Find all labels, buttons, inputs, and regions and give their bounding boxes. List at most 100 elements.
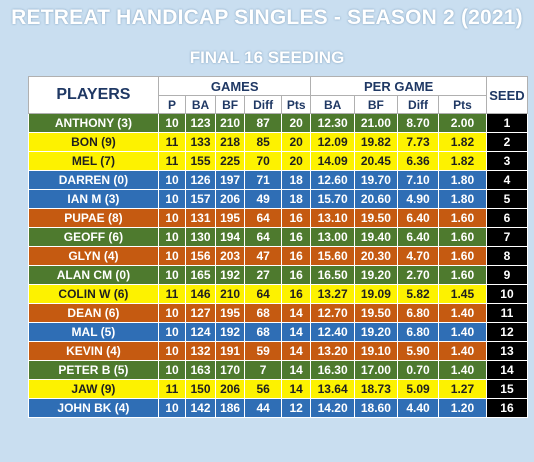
games-bf-cell: 206 (214, 189, 246, 209)
games-played-cell: 10 (157, 170, 187, 190)
seed-cell: 4 (485, 170, 529, 190)
table-row: JAW (9) 11 150 206 56 14 13.64 18.73 5.09 1.27 15 (28, 379, 529, 399)
per-game-pts-cell: 2.00 (438, 113, 487, 133)
table-row: COLIN W (6) 11 146 210 64 16 13.27 19.09 5.82 1.4… (28, 284, 529, 304)
header-games-p: P (157, 95, 187, 114)
header-games-ba: BA (185, 95, 216, 114)
games-pts-cell: 16 (280, 265, 312, 285)
games-ba-cell: 133 (185, 132, 216, 152)
per-game-diff-cell: 4.90 (397, 189, 440, 209)
games-bf-cell: 203 (214, 246, 246, 266)
games-played-cell: 11 (157, 379, 187, 399)
games-pts-cell: 14 (280, 341, 312, 361)
per-game-ba-cell: 16.30 (310, 360, 355, 380)
per-game-pts-cell: 1.80 (438, 170, 487, 190)
per-game-bf-cell: 19.40 (353, 227, 399, 247)
player-cell: MEL (7) (28, 151, 159, 171)
games-pts-cell: 16 (280, 227, 312, 247)
per-game-diff-cell: 5.82 (397, 284, 440, 304)
seed-cell: 1 (485, 113, 529, 133)
games-ba-cell: 123 (185, 113, 216, 133)
header-seed: SEED (485, 76, 529, 114)
games-bf-cell: 197 (214, 170, 246, 190)
table-row: PUPAE (8) 10 131 195 64 16 13.10 19.50 6.40 1.60 6 (28, 208, 529, 228)
per-game-diff-cell: 6.40 (397, 208, 440, 228)
table-row: GLYN (4) 10 156 203 47 16 15.60 20.30 4.70 1.60 8 (28, 246, 529, 266)
player-cell: IAN M (3) (28, 189, 159, 209)
games-played-cell: 11 (157, 151, 187, 171)
games-pts-cell: 16 (280, 246, 312, 266)
per-game-ba-cell: 13.10 (310, 208, 355, 228)
player-cell: DARREN (0) (28, 170, 159, 190)
games-played-cell: 10 (157, 265, 187, 285)
games-pts-cell: 18 (280, 189, 312, 209)
games-bf-cell: 225 (214, 151, 246, 171)
games-bf-cell: 170 (214, 360, 246, 380)
per-game-bf-cell: 19.09 (353, 284, 399, 304)
per-game-bf-cell: 19.50 (353, 208, 399, 228)
per-game-diff-cell: 5.90 (397, 341, 440, 361)
per-game-bf-cell: 17.00 (353, 360, 399, 380)
header-pergame-bf: BF (353, 95, 399, 114)
games-diff-cell: 64 (244, 284, 282, 304)
per-game-bf-cell: 19.10 (353, 341, 399, 361)
games-ba-cell: 132 (185, 341, 216, 361)
seed-cell: 12 (485, 322, 529, 342)
per-game-diff-cell: 6.80 (397, 303, 440, 323)
games-played-cell: 11 (157, 284, 187, 304)
seeding-table: PLAYERS GAMES PER GAME SEED P BA BF Diff… (28, 76, 529, 418)
games-diff-cell: 68 (244, 322, 282, 342)
per-game-ba-cell: 13.00 (310, 227, 355, 247)
per-game-diff-cell: 6.80 (397, 322, 440, 342)
seed-cell: 15 (485, 379, 529, 399)
games-played-cell: 10 (157, 113, 187, 133)
player-cell: BON (9) (28, 132, 159, 152)
player-cell: GLYN (4) (28, 246, 159, 266)
per-game-bf-cell: 19.70 (353, 170, 399, 190)
games-diff-cell: 49 (244, 189, 282, 209)
games-bf-cell: 192 (214, 265, 246, 285)
table-row: GEOFF (6) 10 130 194 64 16 13.00 19.40 6.40 1.60 7 (28, 227, 529, 247)
per-game-diff-cell: 8.70 (397, 113, 440, 133)
per-game-pts-cell: 1.60 (438, 246, 487, 266)
games-played-cell: 10 (157, 322, 187, 342)
per-game-ba-cell: 14.09 (310, 151, 355, 171)
games-pts-cell: 12 (280, 398, 312, 418)
per-game-pts-cell: 1.80 (438, 189, 487, 209)
per-game-bf-cell: 20.45 (353, 151, 399, 171)
per-game-bf-cell: 19.50 (353, 303, 399, 323)
player-cell: JAW (9) (28, 379, 159, 399)
per-game-ba-cell: 14.20 (310, 398, 355, 418)
per-game-diff-cell: 6.40 (397, 227, 440, 247)
header-sub-row: P BA BF Diff Pts BA BF Diff Pts (29, 95, 528, 114)
table-row: PETER B (5) 10 163 170 7 14 16.30 17.00 0.70 1.40… (28, 360, 529, 380)
page-subtitle: FINAL 16 SEEDING (189, 48, 345, 67)
player-cell: DEAN (6) (28, 303, 159, 323)
games-ba-cell: 146 (185, 284, 216, 304)
per-game-pts-cell: 1.60 (438, 227, 487, 247)
games-diff-cell: 44 (244, 398, 282, 418)
per-game-bf-cell: 20.30 (353, 246, 399, 266)
per-game-bf-cell: 18.73 (353, 379, 399, 399)
games-ba-cell: 126 (185, 170, 216, 190)
player-cell: GEOFF (6) (28, 227, 159, 247)
table-row: JOHN BK (4) 10 142 186 44 12 14.20 18.60 4.40 1.2… (28, 398, 529, 418)
per-game-bf-cell: 19.82 (353, 132, 399, 152)
player-cell: ALAN CM (0) (28, 265, 159, 285)
per-game-pts-cell: 1.82 (438, 151, 487, 171)
per-game-diff-cell: 4.40 (397, 398, 440, 418)
per-game-ba-cell: 12.30 (310, 113, 355, 133)
games-diff-cell: 85 (244, 132, 282, 152)
seed-cell: 2 (485, 132, 529, 152)
games-bf-cell: 218 (214, 132, 246, 152)
seed-cell: 13 (485, 341, 529, 361)
per-game-diff-cell: 7.73 (397, 132, 440, 152)
games-diff-cell: 64 (244, 208, 282, 228)
games-played-cell: 10 (157, 208, 187, 228)
games-ba-cell: 130 (185, 227, 216, 247)
games-bf-cell: 195 (214, 208, 246, 228)
header-pergame-ba: BA (310, 95, 355, 114)
seed-cell: 16 (485, 398, 529, 418)
seed-cell: 9 (485, 265, 529, 285)
header-games-bf: BF (214, 95, 246, 114)
